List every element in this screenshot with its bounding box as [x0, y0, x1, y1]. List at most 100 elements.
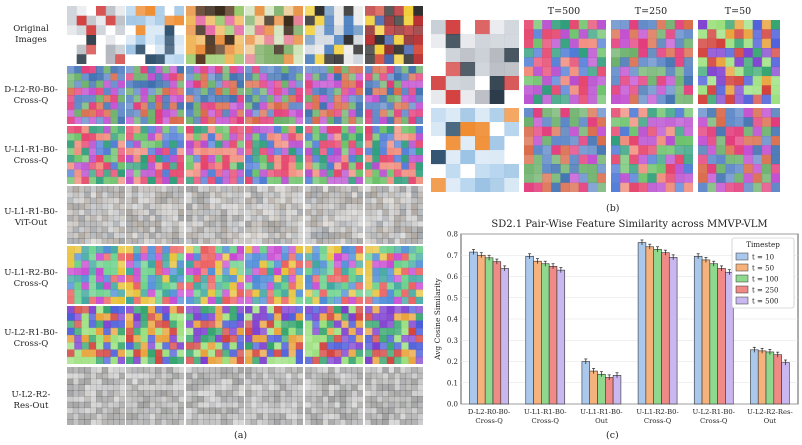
feature-map-tile — [126, 126, 184, 184]
bar — [500, 268, 509, 405]
x-tick-label: Cross-Q — [532, 417, 560, 425]
feature-map-tile — [245, 246, 303, 304]
timestep-label-250: T=250 — [634, 6, 668, 17]
feature-map-tile — [245, 306, 303, 364]
feature-map-tile — [365, 186, 423, 244]
bar — [612, 375, 622, 405]
bar — [589, 370, 598, 405]
bar — [773, 354, 782, 405]
bar — [581, 361, 591, 405]
bar — [765, 351, 775, 405]
feature-map-tile — [67, 66, 125, 124]
feature-map-tile — [365, 306, 423, 364]
row-label-1: D-L2-R0-B0- Cross-Q — [4, 85, 58, 106]
feature-map-tile — [67, 186, 125, 244]
original-image — [126, 6, 184, 64]
bar — [605, 377, 614, 405]
feature-map-tile — [126, 186, 184, 244]
feature-map-tile — [126, 66, 184, 124]
feature-map-tile — [67, 126, 125, 184]
bar — [757, 350, 767, 405]
feature-map-tile — [365, 367, 423, 425]
snowman-image — [431, 20, 519, 104]
snowman-image — [431, 108, 519, 192]
y-tick-label: 0.3 — [447, 337, 458, 345]
feature-map-tile — [245, 367, 303, 425]
feature-map-tile — [67, 246, 125, 304]
original-image — [67, 6, 125, 64]
row-label-6: U-L2-R2- Res-Out — [11, 390, 51, 411]
y-tick-label: 0.4 — [447, 316, 459, 324]
feature-map-tile — [365, 66, 423, 124]
feature-map-tile — [305, 367, 363, 425]
feature-map-tile — [305, 66, 363, 124]
legend-label: t = 50 — [752, 265, 774, 273]
x-tick-label: U-L1-R1-B0- — [524, 408, 566, 416]
bar — [750, 349, 759, 405]
timestep-feature-map — [698, 108, 780, 192]
similarity-bar-chart: SD2.1 Pair-Wise Feature Similarity acros… — [433, 219, 799, 425]
bar — [653, 248, 662, 405]
bar — [717, 268, 726, 405]
y-tick-label: 0.2 — [447, 358, 458, 366]
feature-map-tile — [245, 126, 303, 184]
bar — [709, 263, 718, 405]
feature-map-tile — [186, 126, 244, 184]
feature-map-tile — [186, 367, 244, 425]
bar — [701, 259, 711, 405]
feature-map-tile — [126, 246, 184, 304]
bar — [484, 257, 494, 405]
timestep-feature-map — [524, 108, 606, 192]
bar — [645, 246, 654, 405]
feature-map-tile — [186, 66, 244, 124]
y-tick-label: 0.8 — [447, 231, 458, 239]
bar — [637, 242, 647, 405]
bar — [492, 261, 502, 405]
legend-title: Timestep — [746, 240, 780, 249]
legend-swatch — [735, 274, 749, 283]
timestep-feature-map — [611, 20, 693, 104]
feature-map-tile — [365, 246, 423, 304]
original-image — [245, 6, 303, 64]
x-tick-label: U-L1-R1-B0- — [580, 408, 622, 416]
bar — [597, 373, 606, 405]
legend-swatch — [735, 263, 749, 272]
bar — [693, 256, 703, 405]
feature-map-tile — [186, 186, 244, 244]
caption-b: (b) — [606, 203, 620, 214]
y-tick-label: 0.0 — [447, 401, 458, 409]
bar — [781, 362, 790, 405]
feature-map-tile — [305, 306, 363, 364]
y-axis-label: Avg Cosine Similarity — [433, 277, 442, 361]
legend-label: t = 500 — [752, 298, 779, 306]
x-tick-label: Cross-Q — [475, 417, 503, 425]
timestep-label-500: T=500 — [547, 6, 581, 17]
feature-map-tile — [305, 186, 363, 244]
x-tick-label: Out — [595, 417, 608, 425]
feature-map-tile — [67, 306, 125, 364]
x-tick-label: D-L2-R0-B0- — [468, 408, 510, 416]
feature-map-tile — [186, 246, 244, 304]
timestep-feature-map — [698, 20, 780, 104]
original-image — [186, 6, 244, 64]
feature-map-tile — [305, 246, 363, 304]
legend-swatch — [735, 252, 749, 261]
feature-map-tile — [67, 367, 125, 425]
x-tick-label: U-L2-R2-Res- — [747, 408, 793, 416]
x-tick-label: Out — [764, 417, 777, 425]
legend-label: t = 250 — [752, 287, 779, 295]
legend-label: t = 100 — [752, 276, 779, 284]
bar — [533, 260, 542, 405]
timestep-feature-map — [611, 108, 693, 192]
feature-map-tile — [365, 126, 423, 184]
y-tick-label: 0.1 — [447, 379, 458, 387]
bar — [541, 263, 550, 405]
bar — [668, 257, 678, 405]
legend-label: t = 10 — [752, 254, 774, 262]
timestep-label-50: T=50 — [724, 6, 752, 17]
x-tick-label: U-L2-R1-B0- — [693, 408, 735, 416]
bar — [525, 256, 534, 405]
original-image — [305, 6, 363, 64]
original-image — [365, 6, 423, 64]
feature-map-tile — [245, 66, 303, 124]
